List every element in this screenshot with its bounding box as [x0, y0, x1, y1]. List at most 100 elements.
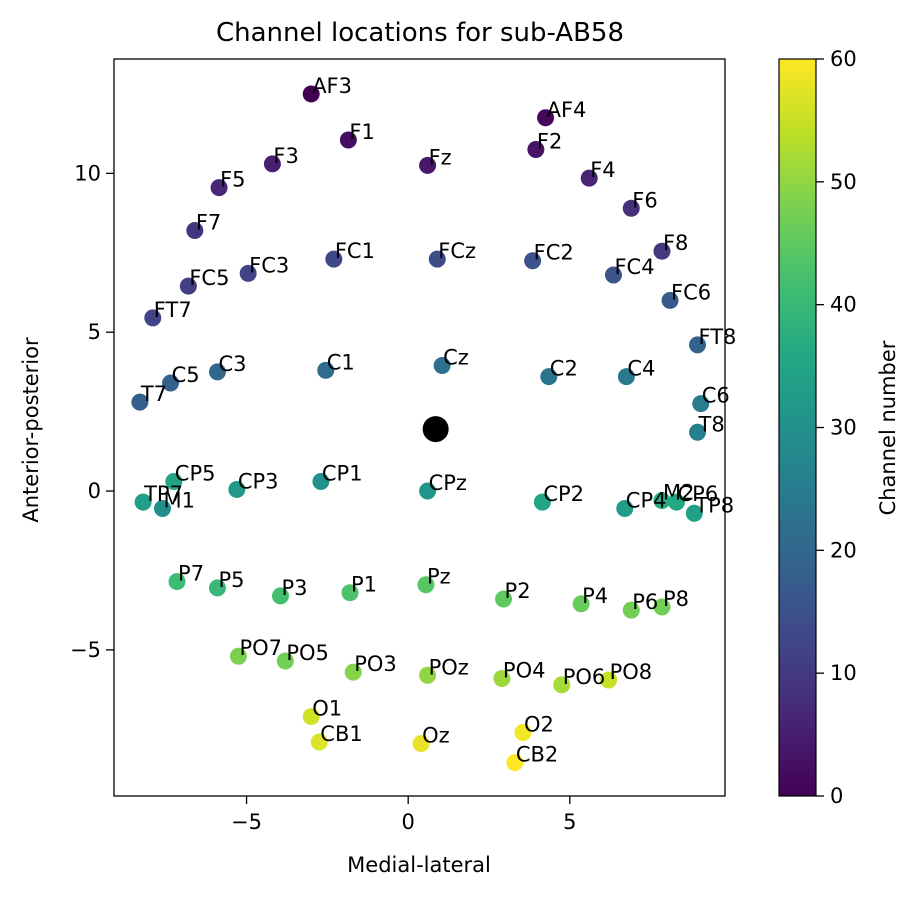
- channel-label-f4: F4: [590, 158, 615, 182]
- channel-label-po5: PO5: [286, 641, 329, 665]
- channel-label-cz: Cz: [443, 346, 469, 370]
- channel-point-o2: [514, 723, 532, 741]
- x-tick-label: 0: [401, 810, 414, 834]
- channel-point-c2: [540, 368, 558, 386]
- channel-point-po5: [276, 652, 294, 670]
- colorbar: [778, 58, 817, 797]
- channel-point-p5: [208, 579, 226, 597]
- channel-label-p5: P5: [218, 568, 244, 592]
- channel-label-c3: C3: [218, 352, 246, 376]
- y-tick-label: −5: [70, 638, 101, 662]
- channel-point-cp6: [668, 493, 686, 511]
- x-axis-ticks: −5 0 5: [231, 796, 577, 834]
- channel-point-cb1: [310, 733, 328, 751]
- colorbar-tick-label: 10: [830, 661, 857, 685]
- channel-label-f2: F2: [537, 130, 562, 154]
- channel-label-cb2: CB2: [516, 743, 558, 767]
- channel-label-m2: M2: [663, 481, 694, 505]
- channel-point-fz: [419, 156, 437, 174]
- channel-points: [131, 85, 710, 772]
- channel-point-fc1: [325, 250, 343, 268]
- y-tick-label: 5: [88, 320, 101, 344]
- channel-point-c5: [162, 374, 180, 392]
- channel-point-cp2: [533, 493, 551, 511]
- channel-label-p7: P7: [178, 562, 204, 586]
- y-tick-label: 0: [88, 479, 101, 503]
- channel-label-tp8: TP8: [694, 493, 734, 517]
- channel-label-cpz: CPz: [429, 471, 467, 495]
- channel-label-cp5: CP5: [175, 462, 216, 486]
- channel-label-f7: F7: [196, 211, 221, 235]
- channel-label-c4: C4: [627, 357, 655, 381]
- channel-label-f3: F3: [273, 144, 298, 168]
- channel-point-po7: [229, 647, 247, 665]
- channel-label-ft8: FT8: [699, 325, 737, 349]
- channel-label-t7: T7: [140, 382, 167, 406]
- channel-label-c6: C6: [702, 384, 730, 408]
- channel-point-f4: [580, 169, 598, 187]
- channel-point-t7: [131, 393, 149, 411]
- channel-point-po3: [344, 663, 362, 681]
- channel-point-p7: [168, 573, 186, 591]
- channel-label-tp7: TP7: [143, 482, 183, 506]
- channel-label-p6: P6: [632, 590, 658, 614]
- y-axis-label: Anterior-posterior: [19, 337, 43, 523]
- channel-point-af3: [302, 85, 320, 103]
- channel-label-f6: F6: [632, 188, 657, 212]
- channel-label-po3: PO3: [354, 652, 397, 676]
- x-tick-label: −5: [231, 810, 262, 834]
- channel-label-poz: POz: [429, 655, 469, 679]
- channel-label-cb1: CB1: [320, 722, 362, 746]
- channel-label-fc2: FC2: [534, 241, 574, 265]
- channel-label-fc6: FC6: [671, 280, 711, 304]
- channel-label-fc5: FC5: [189, 266, 229, 290]
- channel-label-o2: O2: [524, 712, 554, 736]
- channel-point-cp5: [165, 473, 183, 491]
- channel-point-poz: [419, 666, 437, 684]
- channel-point-t8: [689, 423, 707, 441]
- channel-label-cp2: CP2: [543, 482, 584, 506]
- channel-label-m1: M1: [163, 489, 194, 513]
- channel-label-cp4: CP4: [626, 489, 667, 513]
- channel-label-af3: AF3: [312, 74, 352, 98]
- channel-point-m2: [653, 492, 671, 510]
- channel-point-po8: [600, 671, 618, 689]
- channel-label-p2: P2: [505, 579, 531, 603]
- colorbar-tick-label: 40: [830, 293, 857, 317]
- channel-label-pz: Pz: [427, 565, 451, 589]
- channel-label-fc1: FC1: [335, 239, 375, 263]
- channel-label-cp3: CP3: [238, 469, 279, 493]
- channel-point-cp3: [228, 480, 246, 498]
- colorbar-tick-label: 30: [830, 416, 857, 440]
- channel-point-cp1: [312, 473, 330, 491]
- channel-point-f7: [186, 222, 204, 240]
- colorbar-tick-label: 50: [830, 170, 857, 194]
- channel-point-po6: [553, 676, 571, 694]
- channel-labels: AF3 AF4 F1 F2 Fz F3 F4 F5 F6 F7 F8 FC1 FCz FC2 FC3 FC4 F…: [140, 74, 737, 767]
- channel-point-fc5: [179, 277, 197, 295]
- channel-point-ft8: [689, 336, 707, 354]
- channel-label-po8: PO8: [610, 660, 653, 684]
- channel-point-p4: [572, 595, 590, 613]
- center-marker: [422, 416, 449, 443]
- channel-point-c1: [317, 361, 335, 379]
- channel-label-p4: P4: [582, 584, 608, 608]
- channel-label-cp6: CP6: [678, 482, 719, 506]
- plot-area-frame: [113, 58, 726, 797]
- channel-point-fc3: [239, 264, 257, 282]
- channel-point-fc6: [661, 291, 679, 309]
- channel-point-pz: [417, 576, 435, 594]
- channel-point-f6: [622, 199, 640, 217]
- channel-point-p6: [622, 601, 640, 619]
- y-tick-label: 10: [74, 161, 101, 185]
- channel-label-o1: O1: [312, 697, 342, 721]
- channel-point-p1: [341, 584, 359, 602]
- channel-label-af4: AF4: [547, 98, 587, 122]
- channel-label-fcz: FCz: [438, 239, 476, 263]
- colorbar-label: Channel number: [876, 340, 900, 515]
- channel-point-tp7: [134, 493, 152, 511]
- channel-point-c4: [617, 368, 635, 386]
- channel-point-tp8: [685, 504, 703, 522]
- channel-point-f8: [653, 242, 671, 260]
